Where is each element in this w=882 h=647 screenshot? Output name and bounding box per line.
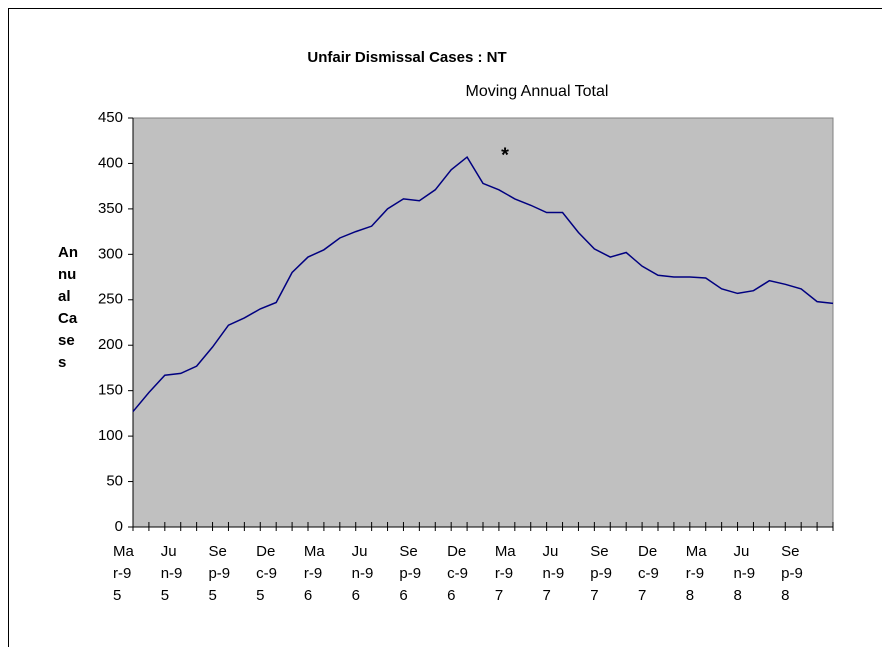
x-tick-label: Sep-95 [208,543,231,604]
data-line [132,155,834,413]
x-tick-label: Dec-97 [638,543,659,604]
y-tick-label: 0 [115,518,123,535]
chart-border [8,8,882,647]
x-tick-label: Mar-95 [113,543,134,604]
chart-subtitle: Moving Annual Total [466,83,609,100]
y-tick-label: 250 [98,291,123,308]
x-tick-label: Jun-98 [733,543,756,604]
chart-title: Unfair Dismissal Cases : NT [307,49,506,66]
y-tick-label: 50 [106,473,123,490]
y-tick-label: 350 [98,200,123,217]
plot-area [132,117,834,528]
x-tick-label: Dec-95 [256,543,278,604]
x-tick-label: Sep-98 [781,543,803,604]
y-tick-label: 100 [98,427,123,444]
y-tick-label: 400 [98,154,123,171]
x-tick-label: Jun-95 [160,543,183,604]
x-tick-label: Jun-97 [542,543,565,604]
x-tick-label: Jun-96 [351,543,374,604]
x-tick-label: Sep-97 [590,543,612,604]
y-tick-label: 300 [98,245,123,262]
y-tick-label: 150 [98,382,123,399]
y-tick-label: 200 [98,336,123,353]
y-tick-label: 450 [98,109,123,126]
x-tick-label: Sep-96 [399,543,422,604]
x-tick-label: Mar-97 [494,543,516,604]
x-tick-label: Mar-96 [303,543,325,604]
x-tick-label: Mar-98 [685,543,707,604]
x-tick-label: Dec-96 [447,543,468,604]
annotation: * [501,144,509,166]
y-axis-label: Annual Cases [58,244,78,371]
